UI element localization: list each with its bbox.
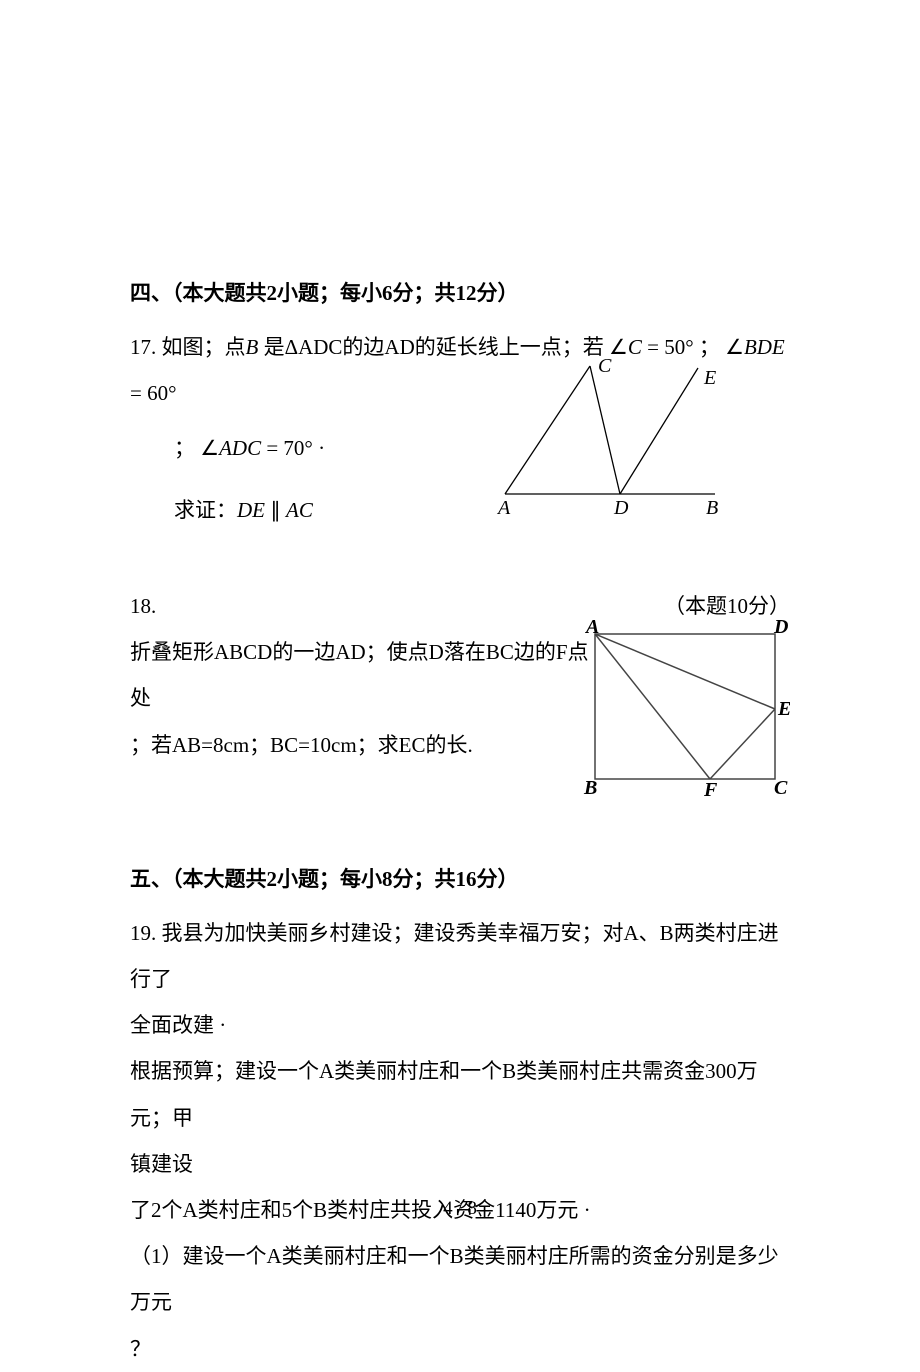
q17-DE: DE	[237, 498, 265, 522]
q19-l2: 全面改建 ·	[130, 1002, 790, 1048]
section5: 五、（本大题共2小题；每小8分；共16分） 19. 我县为加快美丽乡村建设；建设…	[130, 856, 790, 1372]
q18-fig-F: F	[703, 779, 718, 799]
q17-BDE: BDE	[744, 335, 785, 359]
q17-AC: AC	[286, 498, 313, 522]
q17-delta: Δ	[285, 335, 299, 359]
q18-lines	[595, 634, 775, 779]
page: 四、（本大题共2小题；每小6分；共12分） 17. 如图；点B 是ΔADC的边A…	[0, 0, 920, 1300]
q18-number: 18.	[130, 583, 156, 629]
q17-figure: A D B C E	[490, 354, 740, 540]
q17-number: 17.	[130, 335, 162, 359]
q18-text: 折叠矩形ABCD的一边AD；使点D落在BC边的F点处 ；若AB=8cm；BC=1…	[130, 629, 590, 768]
triangle-diagram: A D B C E	[490, 354, 740, 524]
q17-B: B	[246, 335, 259, 359]
q19-l1t: 我县为加快美丽乡村建设；建设秀美幸福万安；对A、B两类村庄进行了	[130, 921, 779, 991]
q17-ADC: ADC	[219, 436, 261, 460]
q19-number: 19.	[130, 921, 162, 945]
parallel-icon: ∥	[265, 498, 286, 522]
q17-fig-C: C	[598, 355, 612, 377]
q19-l6: （1）建设一个A类美丽村庄和一个B类美丽村庄所需的资金分别是多少万元	[130, 1233, 790, 1325]
q18-fig-D: D	[773, 619, 788, 638]
q17-fig-E: E	[703, 367, 716, 389]
q18-fig-B: B	[583, 777, 597, 799]
q19-l4: 镇建设	[130, 1141, 790, 1187]
section4-heading: 四、（本大题共2小题；每小6分；共12分）	[130, 270, 790, 316]
q17-fig-D: D	[613, 497, 629, 519]
q18-fig-C: C	[774, 777, 788, 799]
q17-sep2: ；	[174, 436, 200, 460]
q17-70: = 70°	[261, 436, 313, 460]
q17-t2: 是	[258, 335, 284, 359]
q17-prove-label: 求证：	[174, 498, 237, 522]
q17-fig-B: B	[706, 497, 718, 519]
q18-line1: 折叠矩形ABCD的一边AD；使点D落在BC边的F点处	[130, 629, 590, 721]
q19-l7: ？	[130, 1326, 790, 1372]
q18-fig-A: A	[584, 619, 599, 638]
q17-60: = 60°	[130, 381, 177, 405]
q17-dot: ·	[313, 436, 325, 460]
q18-figure: A D B C E F	[580, 619, 790, 815]
q18: 18. （本题10分） 折叠矩形ABCD的一边AD；使点D落在BC边的F点处 ；…	[130, 583, 790, 768]
q17-lines	[505, 366, 715, 494]
rectangle-fold-diagram: A D B C E F	[580, 619, 790, 799]
section5-heading: 五、（本大题共2小题；每小8分；共16分）	[130, 856, 790, 902]
q18-line2: ；若AB=8cm；BC=10cm；求EC的长.	[130, 722, 590, 768]
q18-fig-E: E	[777, 698, 790, 720]
q17-fig-A: A	[496, 497, 511, 519]
q19-l1: 19. 我县为加快美丽乡村建设；建设秀美幸福万安；对A、B两类村庄进行了	[130, 910, 790, 1002]
angle-icon-3: ∠	[200, 436, 219, 460]
q17-t1: 如图；点	[162, 335, 246, 359]
q17: 17. 如图；点B 是ΔADC的边AD的延长线上一点；若 ∠C = 50° ； …	[130, 324, 790, 533]
q19-l3: 根据预算；建设一个A类美丽村庄和一个B类美丽村庄共需资金300万元；甲	[130, 1048, 790, 1140]
page-number: 4 / 8	[0, 1188, 920, 1230]
